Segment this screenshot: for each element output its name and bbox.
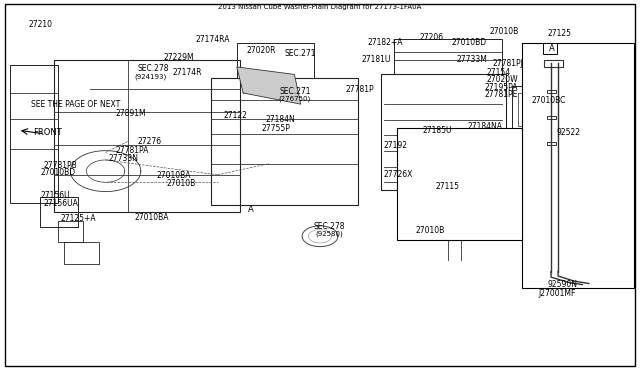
Text: 27115: 27115: [435, 182, 460, 190]
Text: 92522: 92522: [557, 128, 581, 137]
Text: 27154: 27154: [486, 68, 511, 77]
Text: 27184N: 27184N: [266, 115, 295, 124]
Bar: [544, 60, 563, 67]
Text: A: A: [248, 205, 253, 214]
Text: 27781PB: 27781PB: [44, 161, 77, 170]
Bar: [543, 43, 557, 54]
Text: 27891M: 27891M: [115, 109, 146, 118]
Bar: [512, 86, 554, 134]
Bar: [397, 128, 522, 240]
Bar: [403, 136, 509, 234]
Bar: [237, 43, 314, 78]
Text: 2013 Nissan Cube Washer-Plain Diagram for 27173-1FA0A: 2013 Nissan Cube Washer-Plain Diagram fo…: [218, 4, 422, 10]
Text: 27010BC: 27010BC: [531, 96, 566, 105]
Text: 27206: 27206: [419, 33, 444, 42]
Bar: [58, 221, 83, 242]
Text: 27125: 27125: [547, 29, 572, 38]
Bar: [547, 142, 556, 145]
Text: SEE THE PAGE OF NEXT: SEE THE PAGE OF NEXT: [31, 100, 120, 109]
Text: 27733M: 27733M: [456, 55, 487, 64]
Polygon shape: [237, 67, 301, 104]
Bar: [211, 78, 358, 205]
Text: 27174R: 27174R: [173, 68, 202, 77]
Text: 27184NA: 27184NA: [467, 122, 502, 131]
Bar: [40, 197, 78, 227]
Text: 27181U: 27181U: [362, 55, 391, 64]
Bar: [10, 65, 58, 203]
Text: 27195PA: 27195PA: [484, 83, 518, 92]
Text: (92580): (92580): [316, 230, 343, 237]
Bar: [522, 43, 634, 288]
Bar: [381, 74, 506, 190]
Text: SEC.278: SEC.278: [314, 222, 345, 231]
Bar: [547, 116, 556, 119]
Text: 27726X: 27726X: [384, 170, 413, 179]
Text: SEC.278: SEC.278: [138, 64, 169, 73]
Text: 27156U: 27156U: [40, 191, 70, 200]
Text: 27182+A: 27182+A: [368, 38, 403, 47]
Text: 27185U: 27185U: [422, 126, 452, 135]
Text: 27010B: 27010B: [166, 179, 196, 187]
Bar: [54, 60, 240, 212]
Text: 27010B: 27010B: [416, 226, 445, 235]
Text: 92590N: 92590N: [547, 280, 577, 289]
Text: (924193): (924193): [134, 73, 166, 80]
Text: 27020R: 27020R: [246, 46, 276, 55]
Text: 27755P: 27755P: [261, 124, 290, 133]
Text: 27210: 27210: [29, 20, 52, 29]
Text: 27733N: 27733N: [109, 154, 139, 163]
Text: 27781P: 27781P: [346, 85, 374, 94]
Bar: [64, 242, 99, 264]
Text: 27010BA: 27010BA: [134, 213, 169, 222]
Text: 27781PE: 27781PE: [484, 90, 518, 99]
Text: A: A: [548, 44, 554, 53]
Bar: [547, 90, 556, 93]
Text: 27276: 27276: [138, 137, 162, 146]
Text: 27125+A: 27125+A: [61, 214, 97, 223]
Text: 27156UA: 27156UA: [44, 199, 78, 208]
Text: 27122: 27122: [224, 111, 248, 120]
Text: 27010BD: 27010BD: [40, 169, 76, 177]
Text: SEC.271: SEC.271: [285, 49, 316, 58]
Text: 27020W: 27020W: [486, 76, 518, 84]
Bar: [518, 93, 547, 126]
Text: 27010BA: 27010BA: [157, 171, 191, 180]
Text: 27229M: 27229M: [163, 53, 194, 62]
Text: 27192: 27192: [384, 141, 408, 150]
Text: 27010B: 27010B: [490, 27, 519, 36]
Text: SEC.271: SEC.271: [280, 87, 311, 96]
Text: (276750): (276750): [278, 95, 310, 102]
Bar: [394, 39, 502, 74]
Text: 27010BD: 27010BD: [451, 38, 486, 47]
Text: 27174RA: 27174RA: [195, 35, 230, 44]
Text: FRONT: FRONT: [33, 128, 62, 137]
Text: J27001MF: J27001MF: [539, 289, 576, 298]
Text: 27781PA: 27781PA: [115, 146, 148, 155]
Text: 27781PJ: 27781PJ: [493, 59, 524, 68]
